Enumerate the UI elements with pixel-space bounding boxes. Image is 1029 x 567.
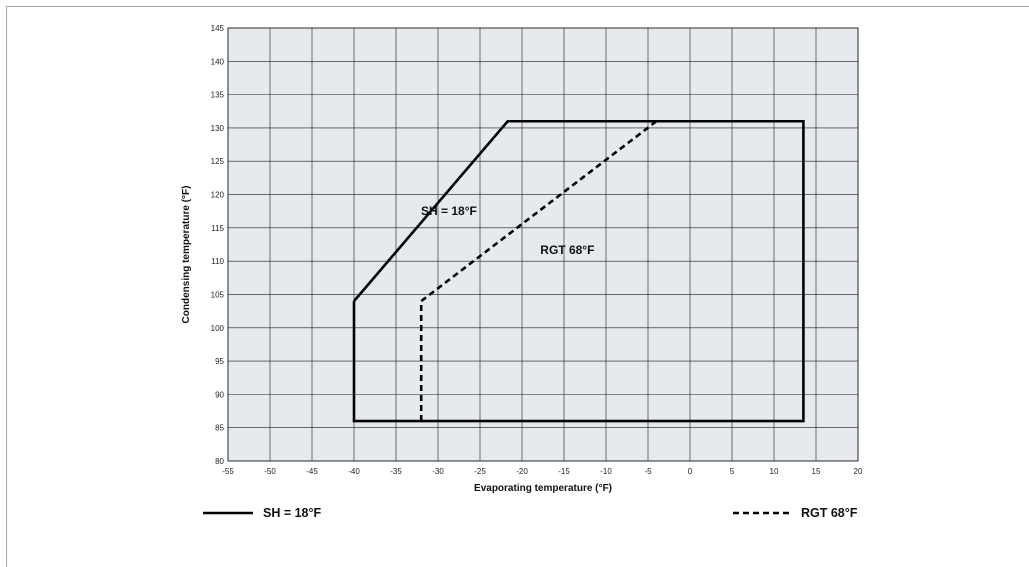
x-tick-label: -45 xyxy=(306,467,318,476)
y-tick-label: 100 xyxy=(211,324,225,333)
series-sh-18f-envelope xyxy=(352,119,805,423)
x-tick-label: -40 xyxy=(348,467,360,476)
y-tick-label: 120 xyxy=(211,191,225,200)
x-tick-label: 15 xyxy=(812,467,821,476)
y-axis-title: Condensing temperature (°F) xyxy=(181,186,192,324)
y-tick-label: 110 xyxy=(211,257,224,266)
x-tick-label: -10 xyxy=(600,467,612,476)
grid xyxy=(227,27,859,462)
x-tick-label: 5 xyxy=(730,467,735,476)
x-tick-label: -35 xyxy=(390,467,402,476)
y-tick-label: 135 xyxy=(211,91,225,100)
annotation-rgt: RGT 68°F xyxy=(540,243,594,257)
annotation-sh: SH = 18°F xyxy=(421,204,477,218)
x-tick-label: 10 xyxy=(770,467,779,476)
chart: -55 -50 -45 -40 -35 -30 -25 -20 -15 -10 -5 0 5 10 15 20… xyxy=(181,24,863,520)
y-tick-label: 130 xyxy=(211,124,225,133)
y-tick-label: 95 xyxy=(215,357,224,366)
x-tick-label: -50 xyxy=(264,467,276,476)
figure-frame xyxy=(6,6,1029,567)
x-tick-labels: -55 -50 -45 -40 -35 -30 -25 -20 -15 -10 -5 0 5 10 15 20 xyxy=(222,467,863,476)
y-tick-label: 125 xyxy=(211,157,225,166)
plot-background xyxy=(227,27,859,462)
x-tick-label: -5 xyxy=(644,467,652,476)
x-tick-label: -20 xyxy=(516,467,528,476)
y-tick-label: 140 xyxy=(211,57,225,66)
x-tick-label: -15 xyxy=(558,467,570,476)
y-tick-label: 115 xyxy=(211,224,224,233)
x-tick-label: 20 xyxy=(854,467,863,476)
y-tick-label: 145 xyxy=(211,24,225,33)
x-tick-label: 0 xyxy=(688,467,693,476)
legend-label-rgt: RGT 68°F xyxy=(801,506,858,520)
y-tick-label: 85 xyxy=(215,424,224,433)
y-tick-label: 105 xyxy=(211,290,225,299)
series-layer xyxy=(352,119,805,423)
x-axis-title: Evaporating temperature (°F) xyxy=(474,483,612,494)
x-tick-label: -55 xyxy=(222,467,234,476)
y-tick-label: 80 xyxy=(215,457,224,466)
y-tick-labels: 80 85 90 95 100 105 110 115 120 125 130 135 140 145 xyxy=(211,24,225,466)
y-tick-label: 90 xyxy=(215,390,224,399)
annotations: SH = 18°F RGT 68°F xyxy=(421,204,594,257)
x-tick-label: -30 xyxy=(432,467,444,476)
x-tick-label: -25 xyxy=(474,467,486,476)
legend: SH = 18°F RGT 68°F xyxy=(203,506,858,520)
legend-label-sh: SH = 18°F xyxy=(263,506,322,520)
